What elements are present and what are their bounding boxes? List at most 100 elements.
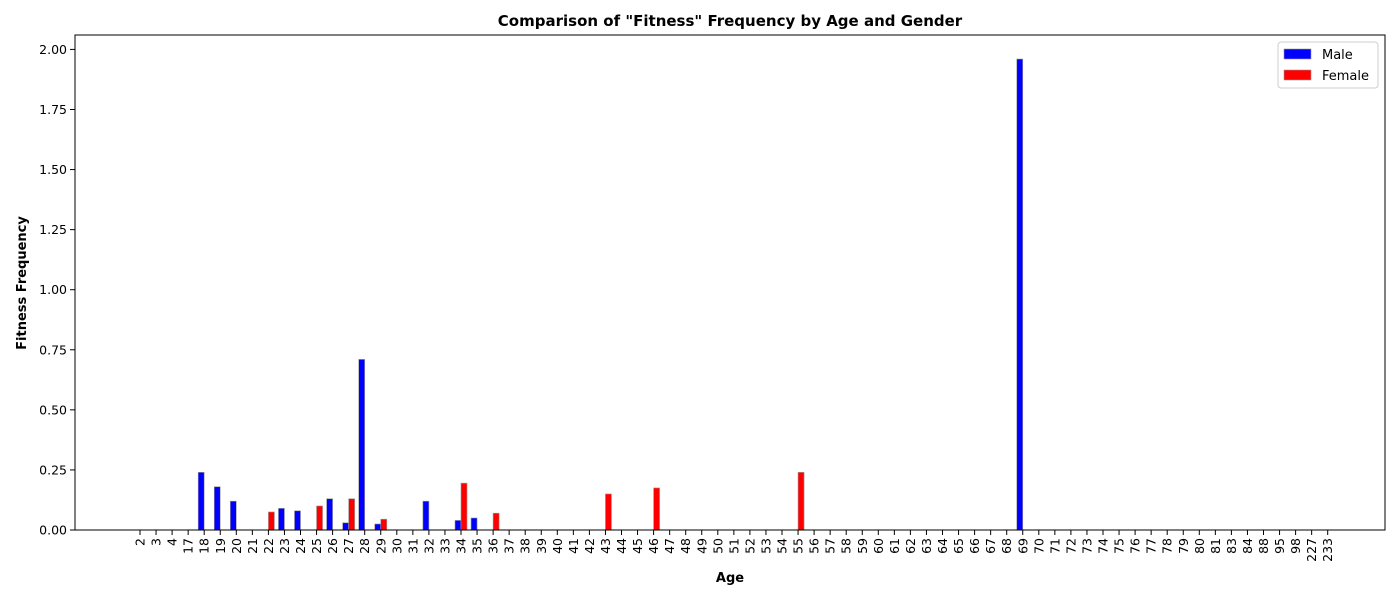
x-tick-label: 72 (1063, 538, 1078, 554)
x-tick-label: 51 (726, 538, 741, 554)
x-tick-label: 26 (325, 538, 340, 554)
x-tick-label: 38 (518, 538, 533, 554)
bar-female-age-46 (653, 487, 660, 531)
legend-swatch-female (1283, 69, 1312, 81)
bar-female-age-55 (797, 472, 805, 531)
x-tick-label: 24 (293, 538, 308, 554)
x-tick-label: 68 (999, 538, 1014, 554)
x-tick-label: 45 (630, 538, 645, 554)
x-tick-label: 39 (534, 538, 549, 554)
bar-female-age-22 (268, 511, 275, 531)
x-tick-label: 81 (1208, 538, 1223, 554)
x-tick-label: 76 (1128, 538, 1143, 554)
x-tick-label: 233 (1320, 538, 1335, 562)
x-tick-label: 69 (1015, 538, 1030, 554)
bar-male-age-34 (454, 520, 462, 531)
x-tick-label: 74 (1096, 538, 1111, 554)
x-tick-label: 70 (1031, 538, 1046, 554)
chart-title: Comparison of "Fitness" Frequency by Age… (498, 12, 963, 30)
bar-male-age-35 (470, 517, 478, 531)
bars-group (197, 58, 1024, 531)
x-tick-label: 33 (437, 538, 452, 554)
x-tick-label: 44 (614, 538, 629, 554)
x-tick-label: 27 (341, 538, 356, 554)
plot-frame (74, 34, 1386, 531)
x-tick-label: 52 (742, 538, 757, 554)
bar-male-age-27 (342, 522, 349, 531)
x-tick-label: 31 (405, 538, 420, 554)
y-tick-label: 0.50 (39, 402, 67, 417)
bar-male-age-20 (230, 500, 237, 531)
x-tick-label: 20 (229, 538, 244, 554)
x-tick-label: 95 (1272, 538, 1287, 554)
x-tick-label: 23 (277, 538, 292, 554)
x-tick-label: 227 (1304, 538, 1319, 562)
x-tick-label: 4 (165, 538, 180, 546)
x-tick-label: 43 (598, 538, 613, 554)
y-tick-label: 0.75 (39, 342, 67, 357)
x-tick-label: 98 (1288, 538, 1303, 554)
x-tick-label: 53 (758, 538, 773, 554)
x-tick-label: 40 (550, 538, 565, 554)
legend-label-female: Female (1322, 69, 1369, 84)
x-tick-label: 29 (373, 538, 388, 554)
x-tick-label: 73 (1079, 538, 1094, 554)
bar-female-age-27 (348, 498, 355, 531)
y-axis-label: Fitness Frequency (15, 216, 30, 350)
x-tick-label: 54 (775, 538, 790, 554)
x-tick-label: 18 (197, 538, 212, 554)
bar-male-age-24 (294, 510, 301, 531)
x-tick-label: 83 (1224, 538, 1239, 554)
bar-male-age-32 (422, 500, 430, 531)
x-tick-label: 80 (1192, 538, 1207, 554)
bar-male-age-18 (197, 472, 205, 531)
x-tick-label: 65 (951, 538, 966, 554)
x-axis-ticks: 2 3 4 17 18 19 20 21 22 23 24 25 26 27 28 29 30 31 32 33 34 3… (133, 530, 1335, 562)
bar-male-age-19 (213, 486, 221, 531)
bar-male-age-69 (1016, 58, 1024, 531)
y-tick-label: 1.75 (39, 102, 67, 117)
x-tick-label: 34 (454, 538, 469, 554)
x-tick-label: 63 (919, 538, 934, 554)
x-tick-label: 28 (357, 538, 372, 554)
bar-female-age-29 (380, 518, 388, 531)
x-tick-label: 3 (149, 538, 164, 546)
y-tick-label: 1.50 (39, 162, 67, 177)
x-tick-label: 17 (181, 538, 196, 554)
bar-female-age-25 (316, 505, 323, 531)
x-tick-label: 84 (1240, 538, 1255, 554)
bar-male-age-29 (374, 523, 382, 531)
x-tick-label: 88 (1256, 538, 1271, 554)
x-tick-label: 71 (1047, 538, 1062, 554)
bar-male-age-23 (278, 508, 285, 531)
y-tick-label: 1.25 (39, 222, 67, 237)
x-tick-label: 55 (791, 538, 806, 554)
x-tick-label: 67 (983, 538, 998, 554)
legend: Male Female (1277, 41, 1379, 89)
y-tick-label: 0.25 (39, 462, 67, 477)
x-tick-label: 61 (887, 538, 902, 554)
x-tick-label: 22 (261, 538, 276, 554)
x-tick-label: 48 (678, 538, 693, 554)
legend-swatch-male (1283, 48, 1312, 60)
bar-female-age-43 (605, 493, 612, 531)
x-tick-label: 41 (566, 538, 581, 554)
x-tick-label: 37 (502, 538, 517, 554)
x-tick-label: 19 (213, 538, 228, 554)
x-tick-label: 46 (646, 538, 661, 554)
x-tick-label: 2 (133, 538, 148, 546)
bar-male-age-26 (326, 498, 333, 531)
bar-female-age-36 (492, 512, 500, 531)
x-tick-label: 75 (1112, 538, 1127, 554)
x-tick-label: 56 (807, 538, 822, 554)
x-tick-label: 32 (421, 538, 436, 554)
x-tick-label: 58 (839, 538, 854, 554)
x-tick-label: 66 (967, 538, 982, 554)
x-tick-label: 21 (245, 538, 260, 554)
x-tick-label: 47 (662, 538, 677, 554)
x-tick-label: 42 (582, 538, 597, 554)
legend-label-male: Male (1322, 48, 1353, 63)
x-tick-label: 59 (855, 538, 870, 554)
x-axis-label: Age (716, 571, 744, 586)
x-tick-label: 77 (1144, 538, 1159, 554)
